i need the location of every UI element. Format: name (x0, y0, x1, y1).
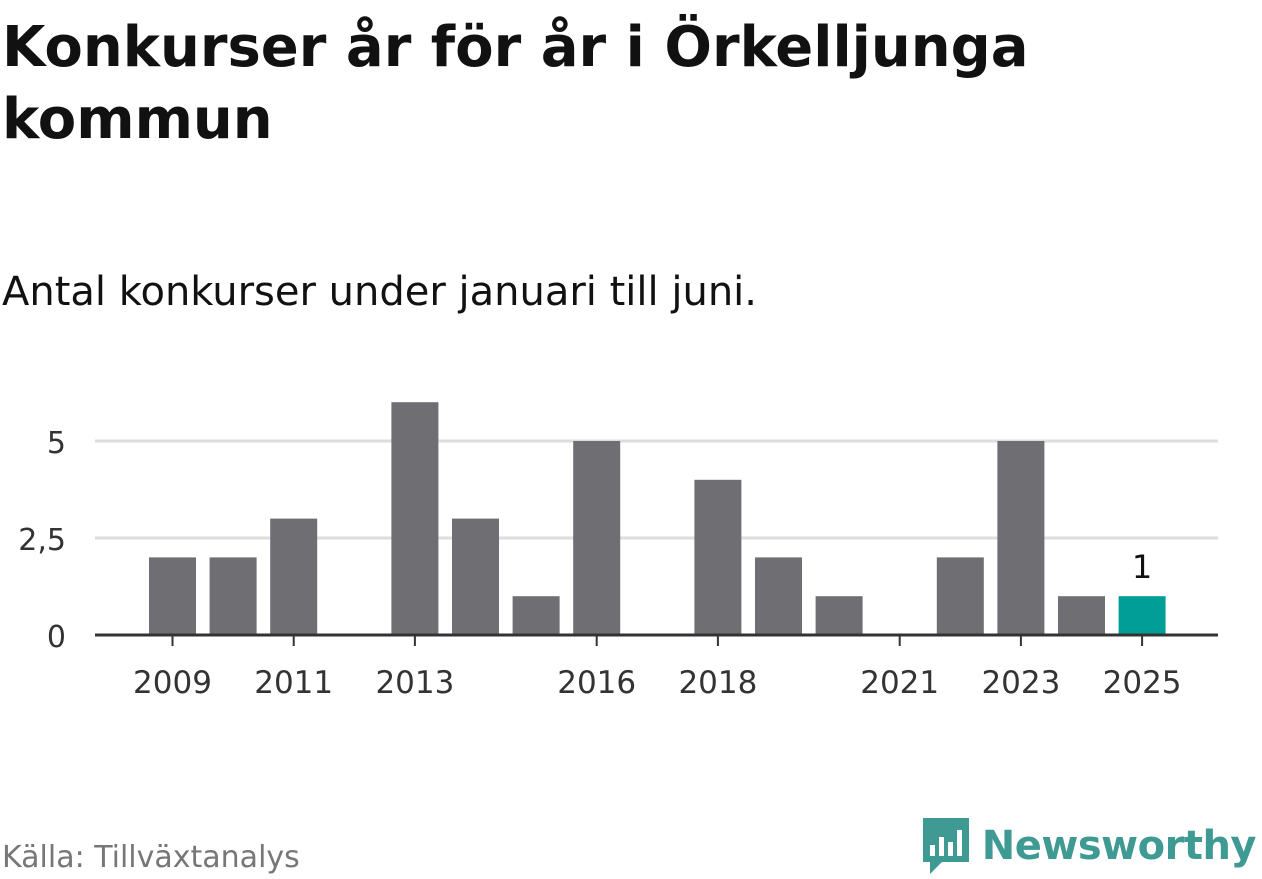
x-tick-label: 2021 (860, 665, 939, 701)
x-tick-label: 2025 (1103, 665, 1182, 701)
x-tick-label: 2011 (254, 665, 333, 701)
bar-2019 (755, 557, 802, 635)
bar-2025 (1118, 596, 1166, 635)
x-tick-label: 2023 (981, 665, 1060, 701)
bar-2023 (997, 441, 1045, 635)
brand-name: Newsworthy (981, 823, 1257, 869)
chart-title: Konkurser år för år i Örkelljunga kommun (2, 15, 1029, 152)
bar-chart: 0 2,5 5 2009 2011 2013 2016 2018 2021 2023 2025 1 (18, 402, 1218, 701)
bar-2015 (512, 596, 560, 635)
bar-2018 (694, 479, 742, 635)
y-tick-label: 5 (47, 426, 66, 461)
x-tick-label: 2009 (133, 665, 212, 701)
data-label-2025: 1 (1132, 548, 1152, 586)
chart-subtitle: Antal konkurser under januari till juni. (2, 269, 757, 315)
bar-2013 (391, 402, 439, 635)
x-tick-label: 2016 (557, 665, 636, 701)
bar-2014 (452, 518, 499, 635)
x-tick-label: 2013 (375, 665, 454, 701)
x-tick-label: 2018 (678, 665, 757, 701)
newsworthy-logo-icon (922, 818, 969, 874)
bar-2011 (270, 518, 318, 635)
bar-2020 (815, 596, 863, 635)
y-tick-label: 2,5 (18, 523, 66, 558)
source-note: Källa: Tillväxtanalys (2, 840, 300, 875)
bar-2010 (209, 557, 257, 635)
brand-logo: Newsworthy (920, 814, 1257, 878)
y-tick-label: 0 (47, 620, 66, 655)
bar-2024 (1058, 596, 1105, 635)
bar-2016 (573, 441, 621, 635)
bar-2022 (936, 557, 984, 635)
bar-2009 (149, 557, 196, 635)
